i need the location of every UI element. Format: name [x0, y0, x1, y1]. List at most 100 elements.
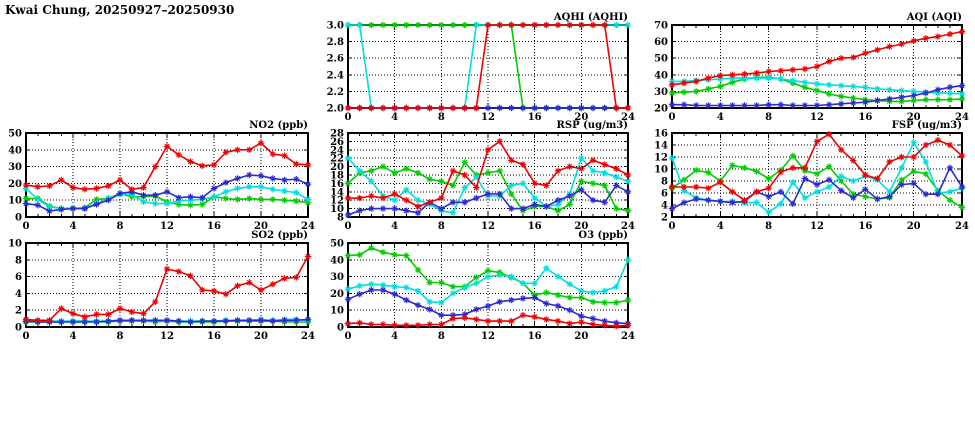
y-tick-label: 8: [661, 177, 668, 188]
x-tick-label: 20: [907, 221, 921, 232]
y-tick-label: 4: [15, 289, 22, 300]
y-tick-label: 2.8: [327, 37, 344, 48]
chart-title: AQHI (AQHI): [553, 12, 628, 23]
x-tick-label: 24: [621, 331, 635, 342]
y-tick-label: 2.2: [327, 87, 344, 98]
x-tick-label: 8: [438, 112, 445, 123]
y-tick-label: 10: [330, 306, 344, 317]
y-tick-label: 10: [330, 204, 344, 215]
x-tick-label: 16: [528, 221, 542, 232]
chart-title: AQI (AQI): [906, 12, 962, 23]
y-tick-label: 40: [8, 145, 22, 156]
y-tick-label: 24: [330, 145, 344, 156]
x-tick-label: 16: [528, 112, 542, 123]
x-tick-label: 24: [301, 331, 315, 342]
chart-aqi: 20 30 40 50 60 70 0 4 8 12 16 20 24 AQI (AQI): [654, 12, 969, 123]
x-tick-label: 8: [765, 221, 772, 232]
x-tick-label: 4: [717, 112, 724, 123]
x-tick-label: 12: [810, 221, 824, 232]
x-tick-label: 16: [858, 221, 872, 232]
series-red-markers: [344, 312, 632, 330]
x-tick-label: 4: [717, 221, 724, 232]
x-tick-label: 16: [207, 331, 221, 342]
x-tick-label: 0: [669, 112, 676, 123]
series-blue-markers: [344, 286, 632, 327]
y-tick-label: 30: [654, 87, 668, 98]
y-tick-label: 18: [330, 171, 344, 182]
plot-frame: [25, 242, 309, 328]
chart-title: RSP (ug/m3): [557, 120, 628, 131]
chart-title: O3 (ppb): [578, 230, 628, 241]
y-tick-label: 2.4: [327, 70, 344, 81]
x-tick-label: 12: [481, 221, 495, 232]
x-tick-label: 12: [810, 112, 824, 123]
series-blue-markers: [668, 164, 966, 212]
y-tick-label: 50: [330, 239, 344, 250]
series-red-markers: [344, 21, 632, 112]
plot-frame: [671, 132, 963, 218]
x-tick-label: 20: [254, 331, 268, 342]
y-tick-label: 60: [654, 37, 668, 48]
x-tick-label: 8: [765, 112, 772, 123]
x-tick-label: 8: [117, 331, 124, 342]
y-tick-label: 30: [8, 162, 22, 173]
x-tick-label: 8: [438, 331, 445, 342]
chart-o3: 0 10 20 30 40 50 0 4 8 12 16 20 24 O3 (ppb): [330, 230, 635, 342]
x-tick-label: 24: [955, 112, 969, 123]
series-cyan-line: [347, 259, 629, 304]
chart-aqhi: 2.0 2.2 2.4 2.6 2.8 3.0 0 4 8 12 16 20 24 AQHI (AQHI): [327, 12, 635, 123]
chart-no2: 0 10 20 30 40 50 0 4 8 12 16 20 24 NO2 (ppb): [8, 120, 315, 232]
x-tick-label: 16: [858, 112, 872, 123]
y-tick-label: 14: [654, 141, 668, 152]
y-tick-label: 8: [15, 255, 22, 266]
series-red-markers: [344, 138, 632, 210]
y-tick-label: 20: [8, 179, 22, 190]
x-tick-label: 4: [391, 112, 398, 123]
y-tick-label: 26: [330, 137, 344, 148]
chart-title: FSP (ug/m3): [892, 120, 962, 131]
series-blue-markers: [344, 182, 632, 219]
y-tick-label: 3.0: [327, 21, 344, 32]
x-tick-label: 8: [438, 221, 445, 232]
x-tick-label: 0: [345, 221, 352, 232]
y-tick-label: 0: [15, 323, 22, 334]
x-tick-label: 12: [481, 331, 495, 342]
plot-frame: [347, 242, 629, 328]
y-tick-label: 10: [8, 196, 22, 207]
x-tick-label: 12: [160, 221, 174, 232]
y-tick-label: 14: [330, 187, 344, 198]
y-tick-label: 50: [8, 129, 22, 140]
x-tick-label: 8: [117, 221, 124, 232]
x-tick-label: 20: [574, 221, 588, 232]
y-tick-label: 6: [15, 272, 22, 283]
y-tick-label: 2.6: [327, 54, 344, 65]
series-blue-markers: [22, 171, 312, 215]
plot-frame: [25, 132, 309, 218]
x-tick-label: 20: [907, 112, 921, 123]
x-tick-label: 0: [669, 221, 676, 232]
y-tick-label: 16: [330, 179, 344, 190]
y-tick-label: 2.0: [327, 104, 344, 115]
chart-title: NO2 (ppb): [249, 120, 308, 131]
x-tick-label: 4: [70, 221, 77, 232]
y-tick-label: 20: [330, 289, 344, 300]
y-tick-label: 70: [654, 21, 668, 32]
chart-title: SO2 (ppb): [251, 230, 308, 241]
y-tick-label: 12: [330, 196, 344, 207]
y-tick-label: 22: [330, 154, 344, 165]
x-tick-label: 0: [345, 112, 352, 123]
y-tick-label: 10: [654, 165, 668, 176]
x-tick-label: 4: [391, 331, 398, 342]
x-tick-label: 4: [391, 221, 398, 232]
y-tick-label: 2: [15, 306, 22, 317]
y-tick-label: 20: [330, 162, 344, 173]
y-tick-label: 0: [15, 213, 22, 224]
x-tick-label: 4: [70, 331, 77, 342]
x-tick-label: 16: [207, 221, 221, 232]
x-tick-label: 24: [955, 221, 969, 232]
x-tick-label: 12: [481, 112, 495, 123]
